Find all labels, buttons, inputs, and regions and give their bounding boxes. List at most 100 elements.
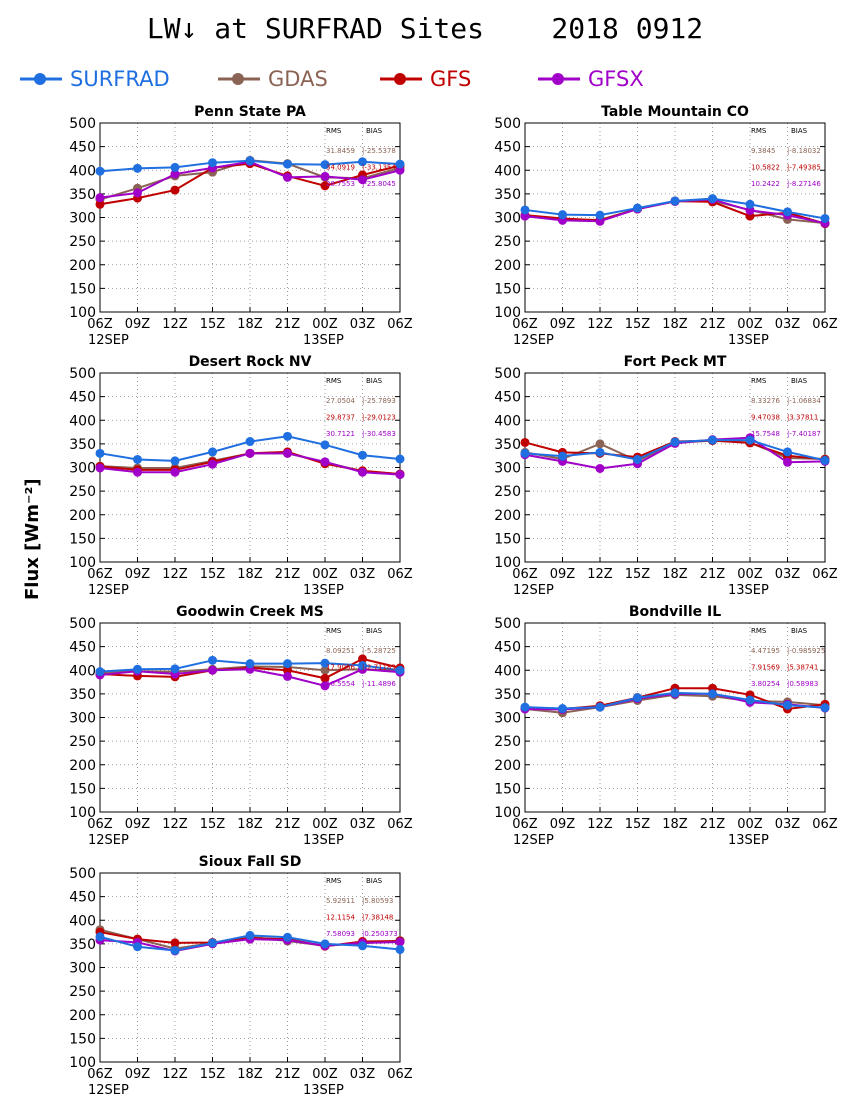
y-tick-label: 250 xyxy=(69,734,96,750)
data-point-surfrad xyxy=(283,431,292,441)
y-tick-label: 400 xyxy=(69,413,96,429)
stats-bias-gfs: |-29.0123 xyxy=(362,414,396,422)
date-label: 12SEP xyxy=(513,833,554,848)
date-label: 13SEP xyxy=(728,583,769,598)
x-tick-label: 09Z xyxy=(550,817,576,832)
y-tick-label: 100 xyxy=(494,305,521,321)
chart-panel-0: Penn State PA 100 150 200 250 300 350 400 450 500… xyxy=(69,104,413,348)
stats-bias-gfs: |-2.71183 xyxy=(362,664,396,672)
x-tick-label: 09Z xyxy=(125,317,151,332)
y-tick-label: 100 xyxy=(69,555,96,571)
data-point-surfrad xyxy=(520,205,530,215)
stats-header-bias: BIAS xyxy=(791,377,808,385)
data-point-surfrad xyxy=(358,450,367,460)
data-point-gfsx xyxy=(170,467,180,477)
x-tick-label: 09Z xyxy=(550,317,576,332)
x-tick-label: 06Z xyxy=(812,817,838,832)
x-tick-label: 15Z xyxy=(625,317,651,332)
data-point-surfrad xyxy=(595,702,605,712)
data-point-gfsx xyxy=(170,169,180,179)
y-tick-label: 350 xyxy=(494,437,521,453)
data-point-surfrad xyxy=(708,194,717,204)
x-tick-label: 15Z xyxy=(200,567,226,582)
stats-bias-gdas: |-25.5378 xyxy=(362,147,396,155)
stats-rms-gdas: 9.3845 xyxy=(751,147,776,155)
y-tick-label: 400 xyxy=(69,913,96,929)
y-tick-label: 500 xyxy=(494,616,521,632)
y-tick-label: 400 xyxy=(494,163,521,179)
x-tick-label: 09Z xyxy=(125,1067,151,1082)
stats-bias-gfsx: |0.58983 xyxy=(787,680,818,688)
stats-bias-gfsx: |-30.4583 xyxy=(362,430,396,438)
data-point-surfrad xyxy=(395,159,405,169)
data-point-gfsx xyxy=(283,671,292,681)
y-tick-label: 400 xyxy=(69,663,96,679)
y-tick-label: 400 xyxy=(494,663,521,679)
data-point-gfs xyxy=(95,199,105,209)
y-tick-label: 500 xyxy=(494,116,521,132)
data-point-surfrad xyxy=(358,661,367,671)
data-point-surfrad xyxy=(208,158,217,168)
data-point-gfs xyxy=(320,673,330,683)
data-point-surfrad xyxy=(783,700,792,710)
data-point-surfrad xyxy=(95,667,105,677)
stats-rms-gfsx: 15.7548 xyxy=(751,430,780,438)
stats-rms-gfsx: 16.5554 xyxy=(326,680,355,688)
legend-marker-gfs-icon xyxy=(380,73,422,85)
legend-marker-surfrad-icon xyxy=(20,73,62,85)
data-point-surfrad xyxy=(245,156,255,166)
stats-header-rms: RMS xyxy=(326,627,342,635)
y-tick-label: 450 xyxy=(69,890,96,906)
data-point-surfrad xyxy=(708,435,717,445)
x-tick-label: 21Z xyxy=(700,567,726,582)
legend-marker-gfsx-icon xyxy=(538,73,580,85)
x-tick-label: 12Z xyxy=(587,317,613,332)
data-point-surfrad xyxy=(708,689,717,699)
data-point-surfrad xyxy=(320,440,330,450)
data-point-surfrad xyxy=(320,939,330,949)
data-point-gdas xyxy=(595,439,605,449)
x-tick-label: 12Z xyxy=(587,567,613,582)
chart-title: Penn State PA xyxy=(194,104,306,120)
x-tick-label: 06Z xyxy=(87,317,113,332)
data-point-surfrad xyxy=(208,655,217,665)
x-tick-label: 21Z xyxy=(275,317,301,332)
chart-panel-2: Desert Rock NV 100 150 200 250 300 350 400 450 50… xyxy=(69,354,413,598)
y-tick-label: 100 xyxy=(494,805,521,821)
data-point-surfrad xyxy=(595,447,605,457)
legend-label-surfrad: SURFRAD xyxy=(70,67,170,91)
data-point-gfsx xyxy=(133,467,142,477)
x-tick-label: 06Z xyxy=(387,567,413,582)
chart-title: Table Mountain CO xyxy=(601,104,749,120)
y-tick-label: 100 xyxy=(494,555,521,571)
x-tick-label: 03Z xyxy=(350,567,376,582)
stats-rms-gdas: 8.33276 xyxy=(751,397,780,405)
stats-header-rms: RMS xyxy=(326,877,342,885)
data-point-surfrad xyxy=(820,455,830,465)
data-point-surfrad xyxy=(670,196,680,206)
data-point-surfrad xyxy=(208,938,217,948)
data-point-gfsx xyxy=(320,171,330,181)
stats-rms-gfs: 12.1154 xyxy=(326,914,355,922)
data-point-surfrad xyxy=(245,659,255,669)
data-point-gfs xyxy=(320,181,330,191)
stats-bias-gfs: |-7.49385 xyxy=(787,164,821,172)
date-label: 12SEP xyxy=(513,583,554,598)
date-label: 13SEP xyxy=(303,333,344,348)
stats-header-bias: BIAS xyxy=(366,127,383,135)
stats-bias-gdas: |-8.18032 xyxy=(787,147,821,155)
x-tick-label: 06Z xyxy=(512,817,538,832)
data-point-gfs xyxy=(358,654,367,664)
stats-rms-gfs: 9.47038 xyxy=(751,414,780,422)
stats-rms-gfs: 10.5822 xyxy=(751,164,780,172)
data-point-gfsx xyxy=(320,457,330,467)
stats-bias-gfsx: |-25.8045 xyxy=(362,180,396,188)
y-tick-label: 450 xyxy=(69,640,96,656)
y-tick-label: 200 xyxy=(69,258,96,274)
data-point-surfrad xyxy=(595,210,605,220)
stats-rms-gfs: 29.8737 xyxy=(326,414,355,422)
data-point-surfrad xyxy=(783,207,792,217)
y-tick-label: 300 xyxy=(494,711,521,727)
data-point-surfrad xyxy=(395,945,405,955)
y-tick-label: 200 xyxy=(494,508,521,524)
